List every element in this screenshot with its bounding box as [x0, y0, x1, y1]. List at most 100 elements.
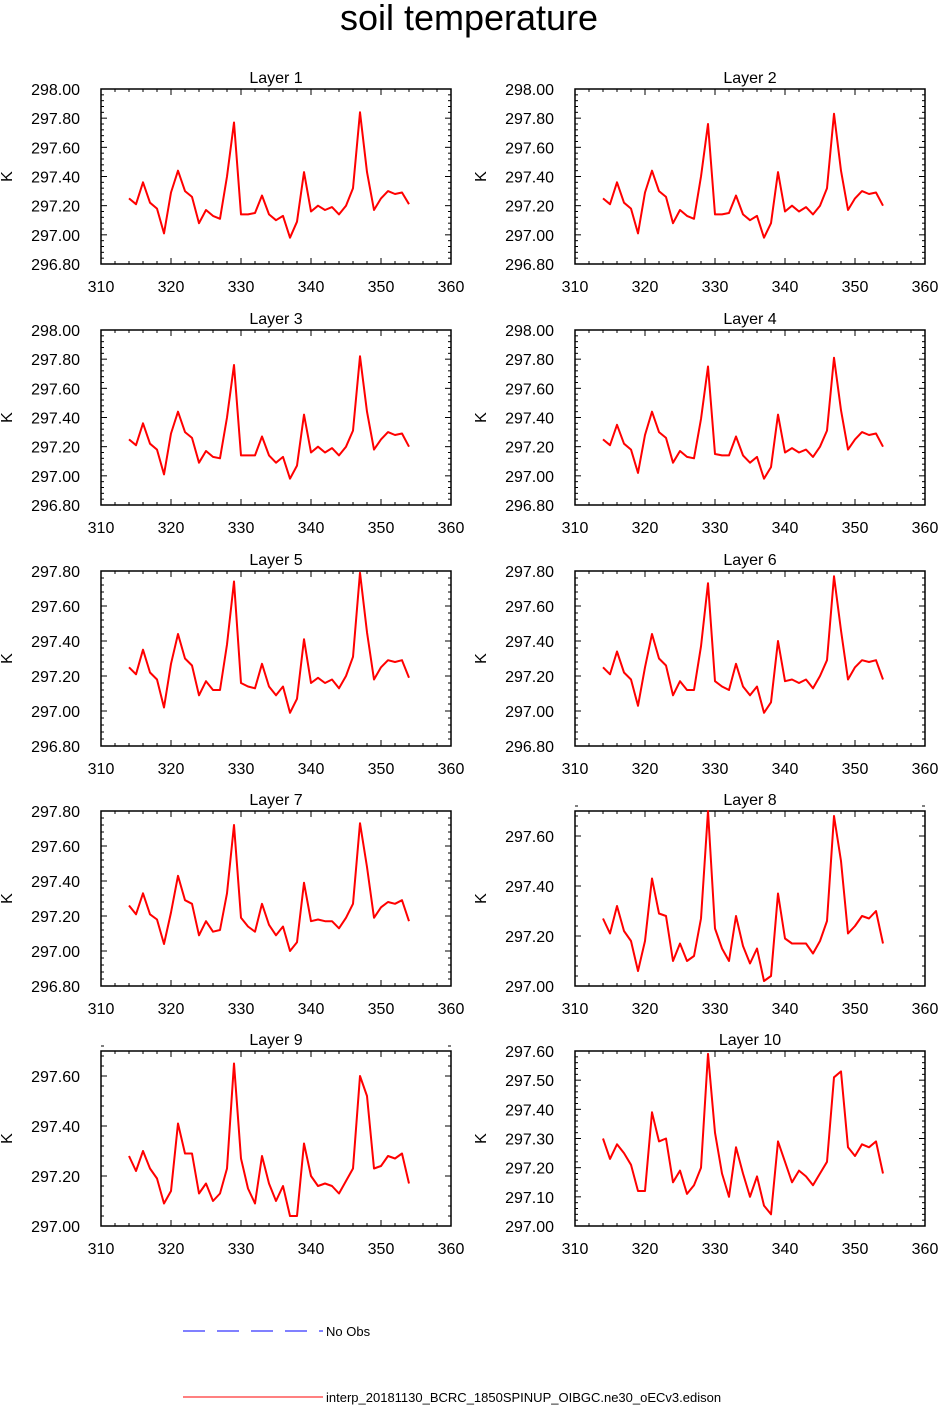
- y-tick-label: 297.40: [505, 170, 554, 187]
- panel-title: Layer 4: [723, 311, 776, 328]
- y-tick-label: 297.00: [31, 944, 80, 961]
- y-axis-label: K: [0, 412, 16, 423]
- y-tick-label: 297.40: [31, 411, 80, 428]
- y-tick-label: 297.20: [505, 199, 554, 216]
- x-tick-label: 310: [562, 761, 589, 778]
- x-tick-label: 340: [772, 520, 799, 537]
- panel-title: Layer 2: [723, 70, 776, 87]
- series-line-model: [602, 356, 884, 480]
- panel-layer-5: Layer 5 K 310 320 330 340 350 360 296.80 297.00 29…: [0, 552, 464, 778]
- y-tick-label: 297.40: [505, 634, 554, 651]
- panel-layer-7: Layer 7 K 310 320 330 340 350 360 296.80 297.00 29…: [0, 792, 464, 1018]
- x-tick-label: 320: [158, 1001, 185, 1018]
- y-tick-label: 297.40: [505, 411, 554, 428]
- x-tick-label: 360: [438, 761, 465, 778]
- y-tick-label: 297.60: [505, 829, 554, 846]
- x-tick-label: 330: [228, 279, 255, 296]
- plot-frame: [574, 810, 926, 987]
- x-tick-label: 330: [702, 761, 729, 778]
- y-tick-label: 297.20: [505, 669, 554, 686]
- x-tick-label: 350: [842, 761, 869, 778]
- y-tick-label: 297.20: [505, 929, 554, 946]
- y-axis-label: K: [473, 171, 490, 182]
- x-tick-label: 310: [88, 1001, 115, 1018]
- y-tick-label: 297.00: [505, 979, 554, 996]
- series-line-model: [602, 1052, 884, 1216]
- y-tick-label: 297.60: [31, 839, 80, 856]
- x-tick-label: 360: [912, 279, 938, 296]
- y-tick-label: 297.20: [505, 1161, 554, 1178]
- y-tick-label: 298.00: [31, 323, 80, 340]
- y-tick-label: 296.80: [31, 498, 80, 515]
- y-tick-label: 297.80: [505, 352, 554, 369]
- y-tick-label: 297.60: [505, 140, 554, 157]
- y-tick-label: 297.40: [31, 170, 80, 187]
- y-tick-label: 297.50: [505, 1073, 554, 1090]
- y-tick-label: 296.80: [505, 498, 554, 515]
- x-tick-label: 330: [702, 1241, 729, 1258]
- x-tick-label: 310: [562, 520, 589, 537]
- y-tick-label: 297.00: [31, 228, 80, 245]
- x-tick-label: 320: [158, 520, 185, 537]
- y-tick-label: 298.00: [505, 323, 554, 340]
- x-tick-label: 350: [842, 1001, 869, 1018]
- x-tick-label: 340: [298, 1241, 325, 1258]
- y-tick-label: 297.80: [31, 352, 80, 369]
- plot-frame: [100, 810, 452, 987]
- y-tick-label: 297.00: [505, 1219, 554, 1236]
- y-tick-label: 297.00: [505, 469, 554, 486]
- y-tick-label: 296.80: [31, 739, 80, 756]
- x-tick-label: 330: [228, 1001, 255, 1018]
- x-tick-label: 360: [912, 1241, 938, 1258]
- panel-layer-6: Layer 6 K 310 320 330 340 350 360 296.80 297.00 29…: [473, 552, 938, 778]
- y-axis-label: K: [473, 653, 490, 664]
- y-tick-label: 297.00: [31, 1219, 80, 1236]
- plot-frame: [574, 329, 926, 506]
- y-axis-label: K: [473, 412, 490, 423]
- x-tick-label: 310: [562, 279, 589, 296]
- y-tick-label: 297.40: [31, 1119, 80, 1136]
- y-tick-label: 297.60: [505, 381, 554, 398]
- panel-title: Layer 8: [723, 792, 776, 809]
- plot-frame: [100, 88, 452, 265]
- y-tick-label: 297.60: [505, 1044, 554, 1061]
- series-line-model: [128, 1062, 410, 1217]
- y-tick-label: 297.60: [31, 381, 80, 398]
- panel-title: Layer 3: [249, 311, 302, 328]
- x-tick-label: 340: [772, 761, 799, 778]
- y-tick-label: 297.80: [31, 564, 80, 581]
- y-axis-label: K: [0, 653, 16, 664]
- x-tick-label: 330: [228, 520, 255, 537]
- x-tick-label: 350: [368, 761, 395, 778]
- legend-obs-label: No Obs: [326, 1324, 371, 1339]
- y-axis-label: K: [0, 893, 16, 904]
- x-tick-label: 320: [632, 279, 659, 296]
- x-tick-label: 310: [88, 1241, 115, 1258]
- panel-layer-9: Layer 9 K 310 320 330 340 350 360 297.00 297.20 29…: [0, 1032, 464, 1258]
- series-line-model: [602, 810, 884, 982]
- legend: No Obs interp_20181130_BCRC_1850SPINUP_O…: [183, 1324, 721, 1405]
- x-tick-label: 320: [632, 1241, 659, 1258]
- y-axis-label: K: [0, 171, 16, 182]
- series-line-model: [602, 575, 884, 714]
- x-tick-label: 330: [702, 279, 729, 296]
- x-tick-label: 310: [88, 761, 115, 778]
- y-tick-label: 296.80: [505, 257, 554, 274]
- x-tick-label: 350: [842, 1241, 869, 1258]
- y-tick-label: 297.20: [31, 669, 80, 686]
- plot-frame: [574, 1050, 926, 1227]
- x-tick-label: 320: [632, 1001, 659, 1018]
- panel-layer-1: Layer 1 K 310 320 330 340 350 360 296.80 297.00 29…: [0, 70, 464, 296]
- legend-model-label: interp_20181130_BCRC_1850SPINUP_OIBGC.ne…: [326, 1390, 721, 1405]
- x-tick-label: 340: [298, 279, 325, 296]
- figure-title: soil temperature: [340, 0, 598, 38]
- panels-container: Layer 1 K 310 320 330 340 350 360 296.80 297.00 29…: [0, 70, 938, 1258]
- x-tick-label: 350: [368, 1241, 395, 1258]
- y-tick-label: 297.40: [505, 1102, 554, 1119]
- x-tick-label: 360: [438, 1001, 465, 1018]
- y-axis-label: K: [473, 1133, 490, 1144]
- y-tick-label: 298.00: [505, 82, 554, 99]
- x-tick-label: 360: [912, 520, 938, 537]
- x-tick-label: 320: [158, 761, 185, 778]
